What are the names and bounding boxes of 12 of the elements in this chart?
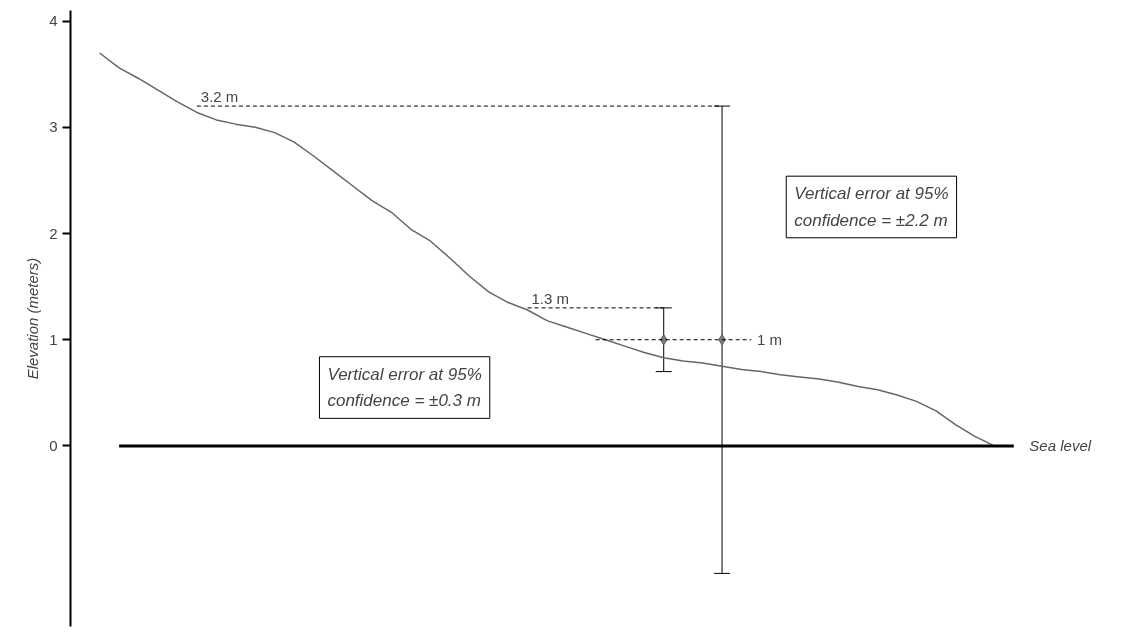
y-tick-label: 0 (49, 436, 58, 454)
annotation: Vertical error at 95% confidence = ±2.2 m (794, 184, 949, 230)
y-tick-label: 2 (49, 224, 58, 242)
ref-line-label: 1.3 m (531, 289, 569, 307)
y-axis-title: Elevation (meters) (24, 257, 42, 380)
y-tick-label: 3 (49, 118, 58, 136)
annotation: Vertical error at 95% confidence = ±0.3 m (327, 364, 482, 411)
ref-line-label: 1 m (757, 331, 783, 349)
y-tick-label: 4 (49, 12, 58, 30)
y-tick-label: 1 (49, 330, 58, 348)
ref-line-label: Sea level (1029, 437, 1092, 455)
ref-line-label: 3.2 m (200, 88, 239, 106)
